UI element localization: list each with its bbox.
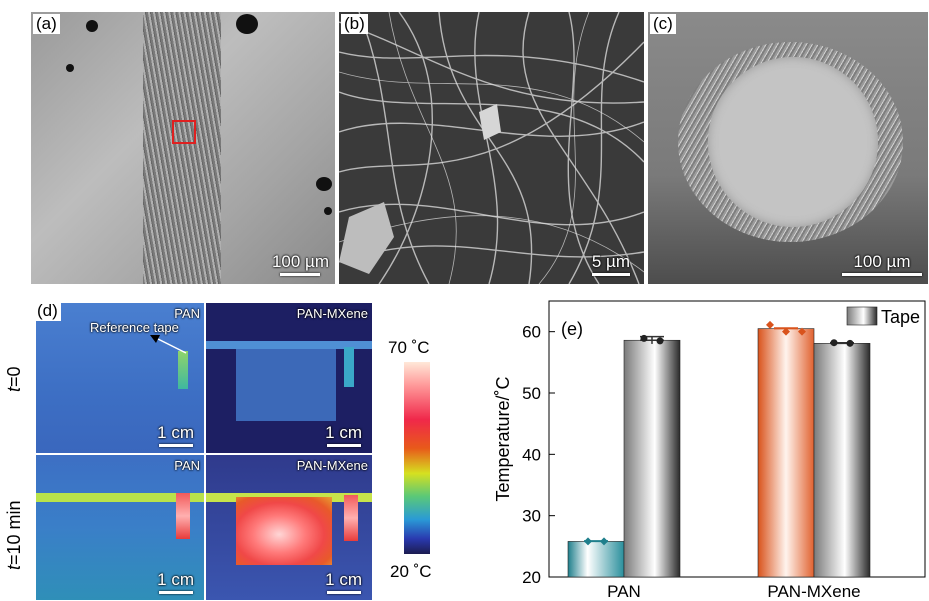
thermal-title-pan-t0: PAN xyxy=(174,306,200,321)
row-label-t0-var: t xyxy=(4,386,24,392)
thermal-mxene-t0: PAN-MXene 1 cm xyxy=(206,303,372,453)
scale-bar-d3-text: 1 cm xyxy=(157,570,194,589)
legend-label: Tape xyxy=(881,307,920,327)
colorbar-max-label: 70 ˚C xyxy=(388,338,430,357)
reference-tape-pan-t0 xyxy=(178,351,188,389)
data-point xyxy=(600,537,608,546)
x-tick-label: PAN-MXene xyxy=(767,582,860,599)
y-tick-label: 60 xyxy=(522,323,541,342)
reference-tape-pan-t10 xyxy=(176,493,190,539)
scale-bar-d1-text: 1 cm xyxy=(157,423,194,442)
pore-2 xyxy=(236,14,258,34)
scale-bar-c-text: 100 µm xyxy=(853,252,911,271)
strip-t10-left xyxy=(36,493,204,502)
sem-panel-b: (b) 5 µm xyxy=(339,12,644,284)
data-point xyxy=(782,327,790,336)
x-tick-label: PAN xyxy=(607,582,641,599)
data-point xyxy=(846,339,854,347)
pore-4 xyxy=(316,177,332,191)
row-label-t0: t=0 xyxy=(4,366,25,392)
scale-bar-b: 5 µm xyxy=(592,252,630,276)
plot-frame xyxy=(548,300,926,578)
sem-panel-c: (c) 100 µm xyxy=(648,12,928,284)
row-label-t10-val: =10 min xyxy=(4,500,24,565)
y-tick-label: 40 xyxy=(522,445,541,464)
reference-tape-label: Reference tape xyxy=(90,320,179,335)
colorbar-min-label: 20 ˚C xyxy=(390,562,432,581)
panel-c-label: (c) xyxy=(650,14,676,34)
thermal-pan-t0: PAN Reference tape (d) 1 cm xyxy=(36,303,204,453)
bar xyxy=(567,541,625,578)
scale-bar-a-text: 100 µm xyxy=(271,252,329,271)
zoom-box xyxy=(172,120,196,144)
y-tick-label: 50 xyxy=(522,384,541,403)
panel-a-label: (a) xyxy=(33,14,60,34)
crystal-debris xyxy=(339,202,394,274)
thermal-title-pan-t10: PAN xyxy=(174,458,200,473)
scale-bar-d3: 1 cm xyxy=(157,570,194,594)
core-disc xyxy=(708,57,878,227)
panel-d-label: (d) xyxy=(36,303,61,321)
scale-bar-d4: 1 cm xyxy=(325,570,362,594)
data-point xyxy=(766,320,774,329)
nanofiber-network xyxy=(339,12,644,284)
temperature-colorbar xyxy=(404,362,430,554)
row-label-t10: t=10 min xyxy=(4,500,25,570)
heated-sample-region xyxy=(236,497,332,565)
thermal-mxene-t10: PAN-MXene 1 cm xyxy=(206,455,372,600)
thermal-pan-t10: PAN 1 cm xyxy=(36,455,204,600)
pore-3 xyxy=(66,64,74,72)
data-point xyxy=(798,327,806,336)
scale-bar-d2: 1 cm xyxy=(325,423,362,447)
scale-bar-d2-text: 1 cm xyxy=(325,423,362,442)
row-label-t10-var: t xyxy=(4,564,24,570)
row-label-t0-val: =0 xyxy=(4,366,24,387)
scale-bar-d4-text: 1 cm xyxy=(325,570,362,589)
sem-panel-a: (a) 100 µm xyxy=(31,12,335,284)
data-point xyxy=(584,537,592,546)
pore-5 xyxy=(324,207,332,215)
scale-bar-a: 100 µm xyxy=(272,252,329,276)
scale-bar-d1: 1 cm xyxy=(157,423,194,447)
y-axis-label: Temperature/˚C xyxy=(493,376,513,501)
panel-e-label: (e) xyxy=(561,319,583,339)
scale-bar-c: 100 µm xyxy=(842,252,922,276)
temperature-bar-chart: 20 30 40 50 60 Temperature/˚C PAN PAN-MXene Tap… xyxy=(493,300,926,599)
fiber-strand xyxy=(143,12,221,284)
thermal-title-mxene-t0: PAN-MXene xyxy=(296,306,368,321)
strip-t0 xyxy=(206,341,372,349)
reference-tape-mxene-t10 xyxy=(344,495,358,541)
y-tick-label: 30 xyxy=(522,507,541,526)
panel-b-label: (b) xyxy=(341,14,368,34)
data-point xyxy=(656,337,664,345)
scale-bar-b-text: 5 µm xyxy=(591,252,630,271)
annotation-arrow xyxy=(150,335,187,354)
bar xyxy=(757,328,815,578)
bar xyxy=(623,339,681,578)
pore-1 xyxy=(86,20,98,32)
bar xyxy=(813,343,871,578)
reference-tape-mxene-t0 xyxy=(344,347,354,387)
thermal-title-mxene-t10: PAN-MXene xyxy=(296,458,368,473)
legend-swatch xyxy=(846,306,878,326)
sample-region-t0 xyxy=(236,341,336,421)
data-point xyxy=(640,334,648,342)
y-tick-label: 20 xyxy=(522,568,541,587)
data-point xyxy=(830,339,838,347)
